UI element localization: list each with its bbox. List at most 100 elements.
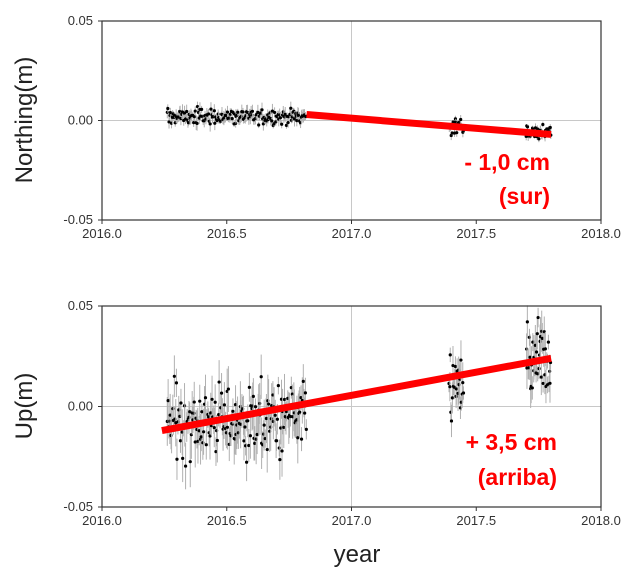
data-point	[241, 110, 245, 114]
data-point	[459, 358, 463, 362]
data-point	[232, 112, 237, 116]
data-point	[207, 112, 211, 116]
data-point	[178, 439, 183, 443]
data-point	[174, 381, 179, 385]
data-point	[210, 397, 214, 401]
displacement-annotation: + 3,5 cm	[466, 429, 557, 455]
data-point	[209, 411, 213, 415]
data-point	[454, 387, 458, 391]
data-point	[303, 391, 307, 395]
data-point	[535, 127, 540, 131]
data-point	[218, 119, 223, 123]
x-tick-label: 2018.0	[581, 226, 621, 241]
data-point	[231, 409, 235, 413]
data-point	[168, 413, 172, 417]
data-point	[167, 120, 171, 124]
data-point	[299, 396, 303, 400]
y-tick-label: -0.05	[63, 212, 93, 227]
trend-line	[161, 354, 552, 435]
plot-frame	[101, 20, 602, 221]
data-point	[213, 400, 217, 404]
data-point	[217, 413, 221, 417]
data-point	[303, 411, 307, 415]
data-point	[168, 110, 172, 115]
data-point	[198, 399, 202, 403]
data-point	[448, 385, 452, 389]
data-point	[272, 110, 277, 115]
data-point	[193, 440, 197, 444]
data-point	[193, 109, 197, 113]
data-point	[236, 110, 240, 114]
data-point	[259, 375, 263, 379]
data-point	[279, 426, 283, 430]
data-point	[203, 396, 208, 400]
data-point	[535, 332, 539, 336]
data-point	[261, 122, 265, 126]
data-point	[289, 106, 293, 110]
panel-up: 2016.0 2016.5 2017.0 2017.5 2018.0 -0.05 0.00 0…	[63, 298, 621, 528]
data-point	[453, 364, 458, 369]
data-point	[278, 458, 282, 462]
data-point	[262, 423, 266, 427]
data-point	[260, 108, 264, 112]
data-point	[166, 399, 170, 403]
data-point	[185, 109, 189, 114]
data-point	[267, 402, 271, 406]
data-point	[274, 120, 278, 124]
northing-axis-label: Northing(m)	[11, 57, 38, 184]
y-tick-label: 0.05	[68, 298, 93, 313]
data-point	[459, 117, 463, 122]
data-point	[277, 446, 281, 450]
x-tick-label: 2018.0	[581, 513, 621, 528]
data-point	[270, 119, 274, 123]
data-point	[197, 429, 201, 433]
data-point	[250, 113, 254, 117]
data-point	[213, 121, 217, 125]
x-tick-label: 2017.5	[456, 226, 496, 241]
data-point	[296, 113, 301, 117]
data-point	[246, 419, 250, 423]
data-point	[247, 385, 251, 389]
data-point	[192, 400, 196, 404]
data-point	[292, 117, 297, 121]
data-point	[280, 449, 284, 453]
data-point	[264, 416, 269, 421]
y-tick-label: 0.05	[68, 13, 93, 28]
data-point	[209, 107, 213, 111]
data-point	[219, 391, 224, 395]
data-point	[204, 443, 208, 447]
data-point	[455, 131, 459, 135]
data-point	[286, 120, 290, 125]
data-point	[188, 410, 192, 414]
data-point	[256, 110, 260, 114]
data-point	[166, 106, 170, 111]
data-point	[186, 121, 191, 125]
x-tick-label: 2016.0	[82, 513, 122, 528]
data-point	[295, 118, 299, 123]
data-point	[541, 122, 545, 127]
data-point	[539, 375, 543, 379]
trend-line	[306, 111, 552, 138]
up-axis-label: Up(m)	[11, 373, 38, 440]
data-point	[273, 413, 277, 417]
data-point	[541, 381, 545, 386]
data-point	[536, 372, 540, 376]
data-point	[250, 109, 255, 113]
data-point	[243, 425, 247, 429]
data-point	[543, 347, 547, 351]
data-point	[206, 415, 211, 419]
data-point	[214, 450, 218, 454]
data-point	[245, 110, 250, 114]
data-point	[248, 434, 252, 438]
x-tick-label: 2016.0	[82, 226, 122, 241]
data-point	[200, 107, 204, 111]
x-tick-label: 2016.5	[207, 513, 247, 528]
x-tick-label: 2017.0	[332, 513, 372, 528]
data-point	[450, 396, 454, 400]
data-point	[253, 441, 257, 445]
data-point	[546, 340, 551, 344]
data-point	[255, 432, 259, 437]
x-tick-label: 2017.0	[332, 226, 372, 241]
data-point	[253, 405, 258, 409]
